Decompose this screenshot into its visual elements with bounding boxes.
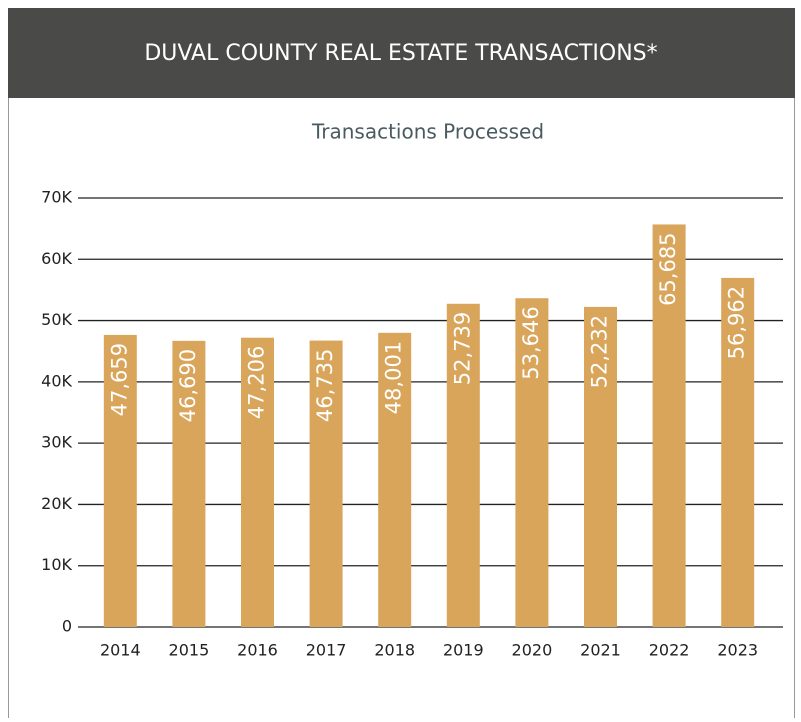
y-tick-label: 10K [41, 555, 72, 574]
bar [515, 298, 549, 627]
bar [721, 277, 755, 627]
data-label: 56,962 [725, 286, 749, 359]
y-tick-label: 70K [41, 188, 72, 207]
bar [241, 337, 274, 627]
x-tick-label: 2014 [100, 641, 141, 660]
y-tick-label: 30K [41, 433, 72, 452]
data-label: 47,659 [107, 343, 131, 416]
data-label: 46,690 [176, 349, 200, 422]
x-tick-label: 2017 [306, 641, 347, 660]
data-label: 53,646 [519, 306, 543, 379]
x-tick-label: 2019 [443, 641, 484, 660]
x-tick-label: 2018 [374, 641, 415, 660]
bar [652, 224, 686, 628]
x-tick-label: 2015 [169, 641, 210, 660]
data-label: 65,685 [656, 232, 680, 305]
y-tick-label: 0 [62, 617, 72, 636]
data-label: 47,206 [245, 346, 269, 419]
y-tick-label: 50K [41, 310, 72, 329]
bar [378, 332, 412, 627]
x-tick-label: 2023 [717, 641, 758, 660]
data-label: 48,001 [382, 341, 406, 414]
y-tick-label: 40K [41, 371, 72, 390]
x-tick-label: 2020 [512, 641, 553, 660]
bar [172, 340, 206, 627]
bar [309, 340, 343, 627]
x-tick-label: 2021 [580, 641, 621, 660]
bar [446, 303, 480, 627]
y-tick-label: 20K [41, 494, 72, 513]
header-title: DUVAL COUNTY REAL ESTATE TRANSACTIONS* [144, 41, 657, 66]
data-label: 46,735 [313, 349, 337, 422]
y-tick-label: 60K [41, 249, 72, 268]
x-tick-label: 2022 [649, 641, 690, 660]
header-bar [8, 8, 795, 98]
data-label: 52,232 [588, 315, 612, 388]
bar [103, 334, 137, 627]
x-tick-label: 2016 [237, 641, 278, 660]
bar [584, 306, 617, 627]
data-label: 52,739 [450, 312, 474, 385]
chart-title: Transactions Processed [311, 120, 544, 144]
